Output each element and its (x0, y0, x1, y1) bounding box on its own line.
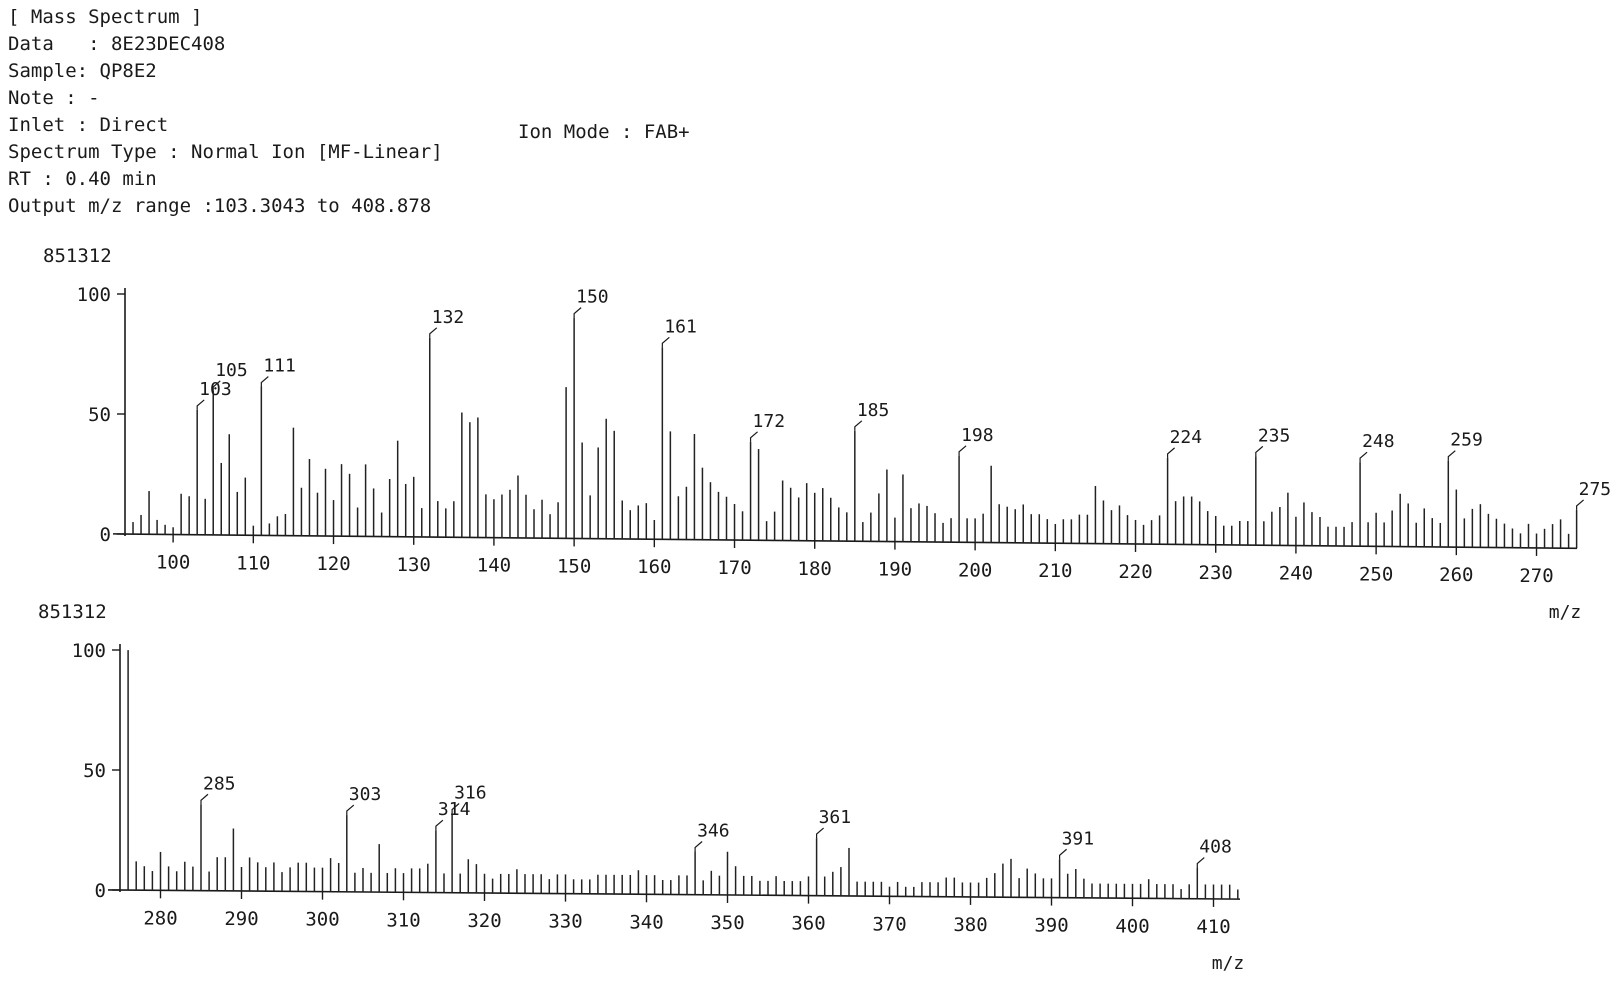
x-tick-label: 230 (1199, 562, 1233, 584)
peak-label: 248 (1362, 431, 1395, 452)
peak-label-leader (212, 380, 221, 391)
x-tick-label: 150 (557, 555, 591, 577)
peak-label-leader (1576, 499, 1585, 510)
x-tick-label: 240 (1279, 563, 1313, 585)
y-tick-label: 100 (77, 284, 111, 306)
peak-label: 259 (1450, 430, 1483, 451)
x-tick-label: 280 (143, 907, 177, 929)
peak-label: 103 (199, 379, 232, 400)
peak-label-leader (854, 420, 863, 431)
peak-label: 111 (263, 356, 296, 377)
peak-label: 172 (753, 411, 786, 432)
peak-label-leader (749, 431, 758, 442)
x-axis (112, 533, 1578, 550)
x-tick-label: 200 (958, 559, 992, 581)
header-inlet: Inlet : Direct (8, 114, 169, 136)
peak-label: 198 (961, 425, 994, 446)
peak-label: 275 (1579, 479, 1611, 500)
peak-label: 303 (349, 784, 382, 805)
x-tick-label: 320 (467, 910, 501, 932)
peak-label-leader (1196, 857, 1205, 868)
peak-label-leader (260, 376, 269, 387)
x-axis (107, 889, 1241, 900)
peak-label: 224 (1170, 427, 1203, 448)
x-tick-label: 330 (548, 911, 582, 933)
peak-label: 185 (857, 400, 890, 421)
y-tick-label: 100 (72, 640, 106, 662)
x-tick-label: 310 (386, 909, 420, 931)
peak-label: 316 (454, 783, 487, 804)
peak-label-leader (958, 445, 967, 456)
spectrum-header: [ Mass Spectrum ] Data : 8E23DEC408 Samp… (8, 4, 443, 220)
peak-label: 132 (432, 307, 465, 328)
x-tick-label: 260 (1439, 564, 1473, 586)
x-tick-label: 300 (305, 909, 339, 931)
peak-label: 161 (664, 316, 697, 337)
header-note: Note : - (8, 87, 100, 109)
peak-label-leader (200, 793, 209, 805)
peak-label-leader (815, 827, 824, 839)
x-tick-label: 290 (224, 908, 258, 930)
y-tick-label: 50 (88, 404, 111, 426)
peak-label-leader (429, 327, 438, 338)
peak-label-leader (661, 336, 670, 348)
x-axis-label: m/z (1549, 602, 1582, 623)
x-tick-label: 210 (1038, 560, 1072, 582)
x-tick-label: 120 (316, 553, 350, 575)
x-axis-label: m/z (1212, 953, 1245, 974)
y-max-intensity-label: 851312 (43, 245, 112, 267)
x-tick-label: 190 (878, 559, 912, 581)
y-tick-label: 0 (95, 880, 106, 902)
x-tick-label: 380 (953, 914, 987, 936)
x-tick-label: 390 (1034, 915, 1068, 937)
x-tick-label: 400 (1115, 915, 1149, 937)
x-tick-label: 410 (1196, 916, 1230, 938)
peak-label-leader (573, 307, 582, 318)
peak-label: 105 (215, 360, 248, 381)
x-tick-label: 360 (791, 913, 825, 935)
x-tick-label: 160 (637, 556, 671, 578)
peak-label-leader (346, 804, 355, 816)
y-tick-label: 50 (83, 760, 106, 782)
peak-label-leader (1447, 450, 1456, 461)
peak-label-leader (1359, 451, 1368, 463)
header-retention-time: RT : 0.40 min (8, 168, 157, 190)
x-tick-label: 140 (477, 555, 511, 577)
y-tick-label: 0 (100, 524, 111, 546)
x-tick-label: 180 (798, 558, 832, 580)
header-ion-mode: Ion Mode : FAB+ (518, 121, 690, 143)
x-tick-label: 270 (1519, 565, 1553, 587)
peak-label-leader (196, 399, 205, 410)
header-mz-range: Output m/z range :103.3043 to 408.878 (8, 195, 432, 217)
peak-label: 391 (1062, 828, 1095, 849)
peak-label: 235 (1258, 425, 1291, 446)
header-title: [ Mass Spectrum ] (8, 6, 203, 28)
peak-label-leader (1255, 445, 1264, 457)
header-sample: Sample: QP8E2 (8, 60, 157, 82)
x-tick-label: 370 (872, 913, 906, 935)
peak-label-leader (1166, 447, 1175, 458)
x-tick-label: 110 (236, 552, 270, 574)
x-tick-label: 250 (1359, 563, 1393, 585)
x-tick-label: 220 (1118, 561, 1152, 583)
peak-label: 314 (438, 799, 471, 820)
peak-label-leader (451, 803, 460, 814)
x-tick-label: 340 (629, 911, 663, 933)
header-spectrum-type: Spectrum Type : Normal Ion [MF-Linear] (8, 141, 443, 163)
peak-label-leader (435, 819, 444, 831)
peak-label-leader (694, 841, 703, 852)
peak-label: 408 (1199, 837, 1232, 858)
y-max-intensity-label: 851312 (38, 601, 107, 623)
peak-label: 285 (203, 773, 236, 794)
x-tick-label: 170 (717, 557, 751, 579)
header-data-id: Data : 8E23DEC408 (8, 33, 226, 55)
peak-label: 150 (576, 287, 609, 308)
x-tick-label: 130 (397, 554, 431, 576)
x-tick-label: 350 (710, 912, 744, 934)
peak-label: 346 (697, 820, 730, 841)
peak-label-leader (1058, 848, 1067, 860)
x-tick-label: 100 (156, 551, 190, 573)
peak-label: 361 (819, 807, 852, 828)
